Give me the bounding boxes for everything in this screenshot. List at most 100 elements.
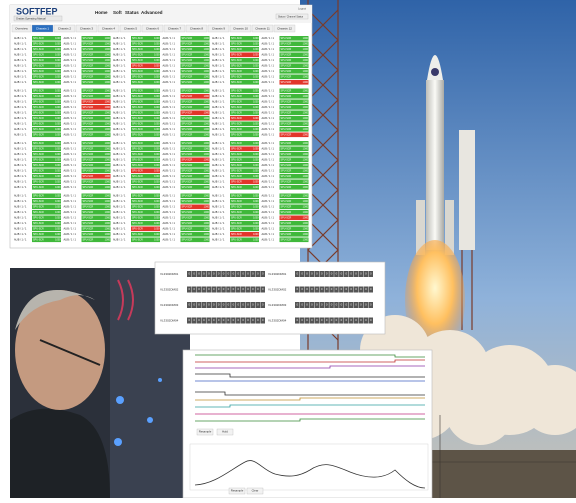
cell-label: ALIB / 1 / 1 [163,153,176,156]
button-label[interactable]: Clear [252,489,259,493]
cell-label: ALIB / 1 / 1 [14,37,27,40]
cell-value: 1000 [55,147,61,150]
cell-value: 1000 [55,64,61,67]
cell-value: 1000 [105,117,111,120]
cell-status: SPU-SCR [231,59,242,62]
cell-label: ALIB / 1 / 1 [14,175,27,178]
cell-label: ALIB / 1 / 1 [262,59,275,62]
nav-link[interactable]: Advanced [141,10,163,15]
cell-value: 1000 [55,175,61,178]
register-label: VL3302DM01 [268,272,287,276]
cell-label: ALIB / 1 / 1 [64,133,77,136]
cell-value: 1000 [105,100,111,103]
cell-label: ALIB / 1 / 1 [14,216,27,219]
cell-label: ALIB / 1 / 1 [163,106,176,109]
tab-label[interactable]: Chassis 5 [124,26,138,30]
cell-status: SPU-SCR [83,233,94,236]
cell-status: SPU-SCR [182,128,193,131]
cell-label: ALIB / 1 / 1 [113,95,126,98]
cell-value: 1000 [204,153,210,156]
cell-value: 1000 [105,158,111,161]
cell-value: 1000 [105,95,111,98]
cell-status: SPU-SCR [83,153,94,156]
button-label[interactable]: Hold [222,430,228,434]
cell-status: SPU-SCR [132,95,143,98]
cell-label: ALIB / 1 / 1 [212,59,225,62]
cell-label: ALIB / 1 / 1 [262,211,275,214]
cell-value: 1000 [253,205,259,208]
cell-value: 1000 [105,128,111,131]
cell-label: ALIB / 1 / 1 [163,158,176,161]
cell-label: ALIB / 1 / 1 [64,186,77,189]
cell-status: SPU-SCR [132,194,143,197]
tab-label[interactable]: Chassis 10 [233,26,248,30]
cell-status: SPU-SCR [132,180,143,183]
cell-status: SPU-SCR [281,95,292,98]
cell-label: ALIB / 1 / 1 [113,142,126,145]
cell-label: ALIB / 1 / 1 [64,222,77,225]
cell-value: 1000 [253,106,259,109]
cell-value: 1000 [204,117,210,120]
cell-value: 1000 [303,169,309,172]
cell-status: SPU-SCR [231,133,242,136]
cell-status: SPU-SCR [33,53,44,56]
nav-link[interactable]: Soft [113,10,122,15]
button-label[interactable]: Resample [199,430,212,434]
cell-label: ALIB / 1 / 1 [262,117,275,120]
cell-value: 1000 [204,75,210,78]
cell-status: SPU-SCR [83,175,94,178]
cell-value: 1000 [105,37,111,40]
user-button-label[interactable]: Gratias Operating Manual [16,16,46,20]
cell-status: SPU-SCR [132,48,143,51]
cell-label: ALIB / 1 / 1 [262,142,275,145]
button-label[interactable]: Resample [231,489,244,493]
cell-status: SPU-SCR [182,42,193,45]
cell-label: ALIB / 1 / 1 [113,211,126,214]
tab-label[interactable]: Chassis 7 [168,26,182,30]
nav-link[interactable]: Status [125,10,139,15]
cell-value: 1000 [253,200,259,203]
search-button-label[interactable]: Status / Channel Status [278,15,304,18]
tab-label[interactable]: Chassis 4 [102,26,116,30]
cell-value: 1000 [204,111,210,114]
cell-status: SPU-SCR [83,59,94,62]
cell-label: ALIB / 1 / 1 [14,169,27,172]
cell-value: 1000 [154,222,160,225]
tab-label[interactable]: Overview [15,26,28,30]
cell-label: ALIB / 1 / 1 [14,53,27,56]
cell-label: ALIB / 1 / 1 [163,142,176,145]
cell-status: SPU-SCR [182,194,193,197]
cell-status: SPU-SCR [281,142,292,145]
tab-label[interactable]: Chassis 9 [212,26,226,30]
cell-status: SPU-SCR [33,111,44,114]
tab-label[interactable]: Chassis 3 [80,26,94,30]
cell-status: SPU-SCR [83,89,94,92]
cell-value: 1000 [253,216,259,219]
nav-link[interactable]: Home [95,10,108,15]
tab-label[interactable]: Chassis 2 [58,26,72,30]
cell-value: 1000 [253,75,259,78]
cell-status: SPU-SCR [33,153,44,156]
logo: SOFTFEP [16,6,58,16]
cell-label: ALIB / 1 / 1 [64,53,77,56]
tab-label[interactable]: Chassis 12 [277,26,292,30]
logout-link[interactable]: Logout [298,7,306,11]
cell-value: 1000 [105,186,111,189]
tab-label[interactable]: Chassis 8 [190,26,204,30]
cell-label: ALIB / 1 / 1 [212,153,225,156]
cell-label: ALIB / 1 / 1 [262,70,275,73]
cell-status: SPU-SCR [33,64,44,67]
cell-value: 1000 [204,142,210,145]
cell-status: SPU-SCR [33,200,44,203]
cell-value: 1000 [253,169,259,172]
cell-status: SPU-SCR [182,233,193,236]
cell-value: 1000 [253,186,259,189]
tab-label[interactable]: Chassis 1 [36,26,50,30]
tab-label[interactable]: Chassis 11 [255,26,270,30]
tab-label[interactable]: Chassis 6 [146,26,160,30]
cell-status: SPU-SCR [132,216,143,219]
cell-label: ALIB / 1 / 1 [64,37,77,40]
cell-value: 1000 [55,117,61,120]
cell-status: SPU-SCR [33,186,44,189]
cell-value: 1000 [154,142,160,145]
